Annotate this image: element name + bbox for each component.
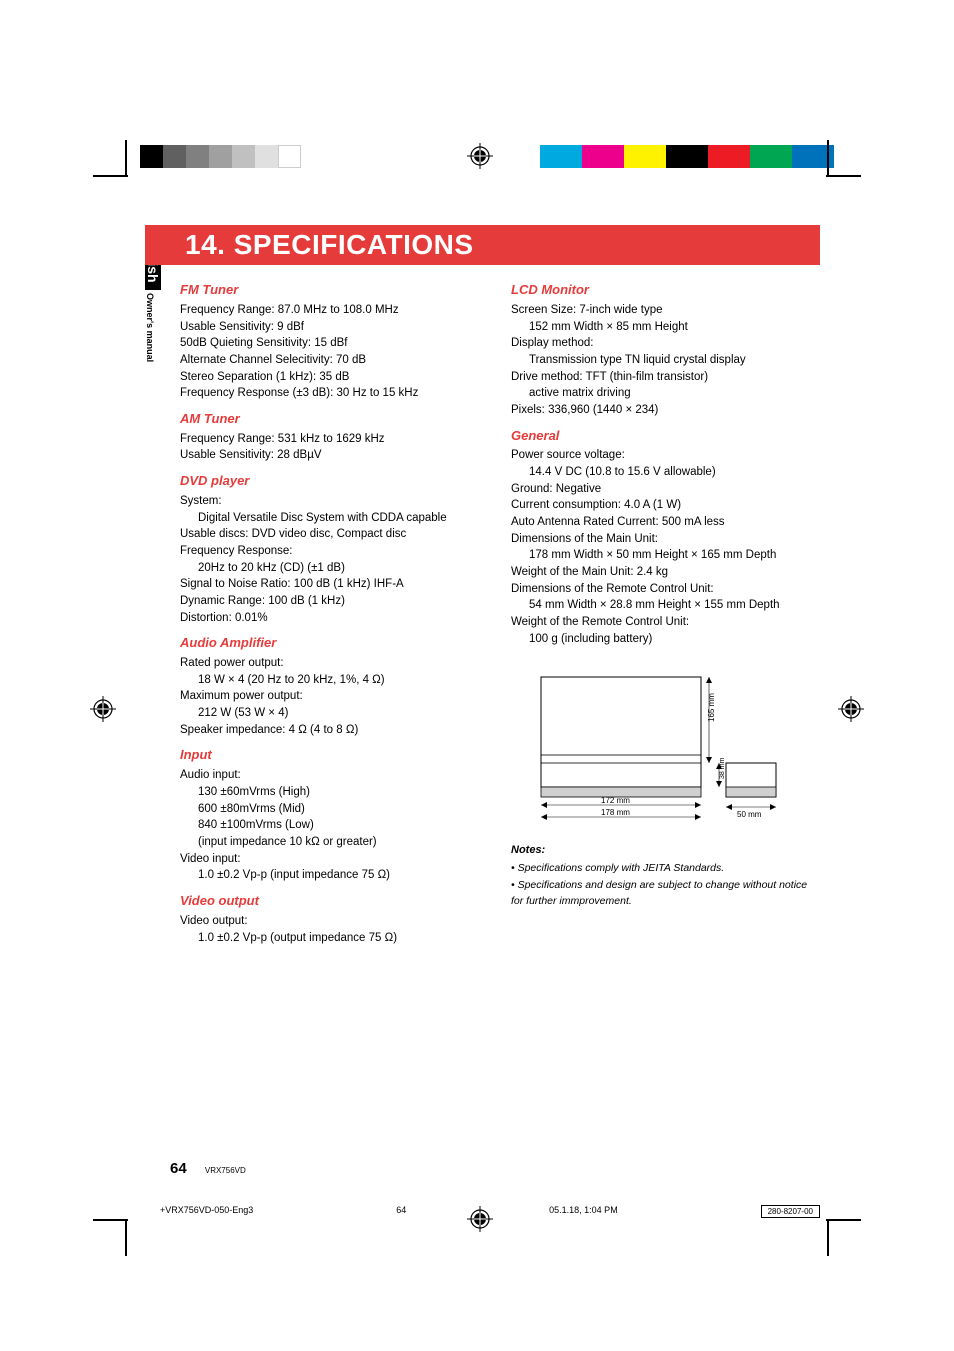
dimension-diagram: 165 mm 38 mm 172 mm 178 mm (531, 667, 771, 833)
spec-line: Power source voltage: (511, 447, 820, 464)
heading-dvd-player: DVD player (180, 472, 489, 491)
spec-line: Ground: Negative (511, 481, 820, 498)
spec-line: 50dB Quieting Sensitivity: 15 dBf (180, 335, 489, 352)
spec-line: 212 W (53 W × 4) (180, 705, 489, 722)
spec-line: 1.0 ±0.2 Vp-p (input impedance 75 Ω) (180, 867, 489, 884)
spec-line: Stereo Separation (1 kHz): 35 dB (180, 369, 489, 386)
crop-mark (93, 175, 128, 177)
registration-mark-icon (838, 696, 864, 722)
spec-line: Current consumption: 4.0 A (1 W) (511, 497, 820, 514)
crop-mark (827, 140, 829, 175)
spec-line: Alternate Channel Selecitivity: 70 dB (180, 352, 489, 369)
print-grayscale-bar (140, 145, 324, 168)
model-name: VRX756VD (205, 1166, 246, 1175)
spec-line: 18 W × 4 (20 Hz to 20 kHz, 1%, 4 Ω) (180, 672, 489, 689)
spec-line: 1.0 ±0.2 Vp-p (output impedance 75 Ω) (180, 930, 489, 947)
page-content: 14. SPECIFICATIONS FM Tuner Frequency Ra… (140, 225, 820, 946)
left-column: FM Tuner Frequency Range: 87.0 MHz to 10… (180, 273, 489, 946)
spec-line: Display method: (511, 335, 820, 352)
spec-line: 14.4 V DC (10.8 to 15.6 V allowable) (511, 464, 820, 481)
spec-line: Usable Sensitivity: 9 dBf (180, 319, 489, 336)
spec-line: (input impedance 10 kΩ or greater) (180, 834, 489, 851)
spec-line: Frequency Response: (180, 543, 489, 560)
spec-line: Usable discs: DVD video disc, Compact di… (180, 526, 489, 543)
note-line: • Specifications comply with JEITA Stand… (511, 861, 820, 876)
registration-mark-icon (90, 696, 116, 722)
heading-input: Input (180, 746, 489, 765)
spec-line: Transmission type TN liquid crystal disp… (511, 352, 820, 369)
dim-172: 172 mm (601, 796, 630, 805)
spec-line: 100 g (including battery) (511, 631, 820, 648)
spec-line: Auto Antenna Rated Current: 500 mA less (511, 514, 820, 531)
spec-line: Dimensions of the Remote Control Unit: (511, 581, 820, 598)
spec-line: 178 mm Width × 50 mm Height × 165 mm Dep… (511, 547, 820, 564)
notes-heading: Notes: (511, 843, 820, 859)
spec-line: Signal to Noise Ratio: 100 dB (1 kHz) IH… (180, 576, 489, 593)
spec-line: Audio input: (180, 767, 489, 784)
spec-line: Speaker impedance: 4 Ω (4 to 8 Ω) (180, 722, 489, 739)
spec-line: 54 mm Width × 28.8 mm Height × 155 mm De… (511, 597, 820, 614)
heading-audio-amplifier: Audio Amplifier (180, 634, 489, 653)
spec-line: Rated power output: (180, 655, 489, 672)
right-column: LCD Monitor Screen Size: 7-inch wide typ… (511, 273, 820, 946)
spec-line: System: (180, 493, 489, 510)
heading-video-output: Video output (180, 892, 489, 911)
dim-165: 165 mm (707, 693, 716, 722)
dim-38: 38 mm (719, 758, 726, 780)
spec-line: Frequency Response (±3 dB): 30 Hz to 15 … (180, 385, 489, 402)
spec-line: Video output: (180, 913, 489, 930)
page-number: 64 VRX756VD (170, 1160, 246, 1177)
footer-page: 64 (396, 1205, 406, 1218)
dim-50: 50 mm (737, 810, 762, 819)
spec-line: 130 ±60mVrms (High) (180, 784, 489, 801)
note-line: • Specifications and design are subject … (511, 878, 820, 908)
spec-line: Dimensions of the Main Unit: (511, 531, 820, 548)
spec-line: Dynamic Range: 100 dB (1 kHz) (180, 593, 489, 610)
spec-line: Screen Size: 7-inch wide type (511, 302, 820, 319)
spec-line: Weight of the Main Unit: 2.4 kg (511, 564, 820, 581)
crop-mark (93, 1219, 128, 1221)
page-number-value: 64 (170, 1160, 187, 1177)
heading-fm-tuner: FM Tuner (180, 281, 489, 300)
heading-am-tuner: AM Tuner (180, 410, 489, 429)
crop-mark (826, 1219, 861, 1221)
crop-mark (826, 175, 861, 177)
crop-mark (125, 140, 127, 175)
spec-line: Frequency Range: 531 kHz to 1629 kHz (180, 431, 489, 448)
dim-178: 178 mm (601, 808, 630, 817)
spec-line: Usable Sensitivity: 28 dBµV (180, 447, 489, 464)
crop-mark (125, 1221, 127, 1256)
spec-line: Pixels: 336,960 (1440 × 234) (511, 402, 820, 419)
heading-general: General (511, 427, 820, 446)
footer-date: 05.1.18, 1:04 PM (549, 1205, 618, 1218)
crop-mark (827, 1221, 829, 1256)
heading-lcd-monitor: LCD Monitor (511, 281, 820, 300)
footer-code: 280-8207-00 (761, 1205, 820, 1218)
spec-line: active matrix driving (511, 385, 820, 402)
registration-mark-icon (467, 143, 493, 169)
spec-line: Digital Versatile Disc System with CDDA … (180, 510, 489, 527)
spec-line: Video input: (180, 851, 489, 868)
spec-line: 20Hz to 20 kHz (CD) (±1 dB) (180, 560, 489, 577)
spec-line: 600 ±80mVrms (Mid) (180, 801, 489, 818)
section-title: 14. SPECIFICATIONS (145, 225, 820, 265)
spec-line: Weight of the Remote Control Unit: (511, 614, 820, 631)
print-color-bar (540, 145, 834, 168)
footer-filename: +VRX756VD-050-Eng3 (160, 1205, 253, 1218)
spec-line: Maximum power output: (180, 688, 489, 705)
spec-line: 152 mm Width × 85 mm Height (511, 319, 820, 336)
spec-line: 840 ±100mVrms (Low) (180, 817, 489, 834)
footer-line: +VRX756VD-050-Eng3 64 05.1.18, 1:04 PM 2… (160, 1205, 820, 1218)
spec-line: Distortion: 0.01% (180, 610, 489, 627)
spec-line: Frequency Range: 87.0 MHz to 108.0 MHz (180, 302, 489, 319)
spec-line: Drive method: TFT (thin-film transistor) (511, 369, 820, 386)
